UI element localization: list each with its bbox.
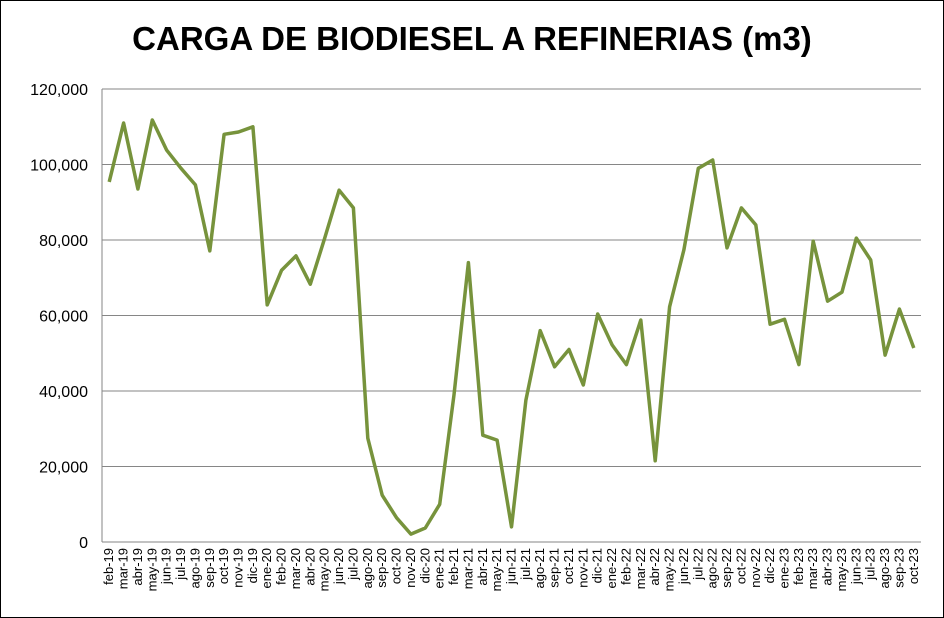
x-tick-label: oct-23 <box>906 548 921 584</box>
y-tick-label: 0 <box>79 535 88 552</box>
x-tick-label: oct-21 <box>561 548 576 584</box>
x-tick-label: ago-23 <box>877 548 892 588</box>
y-tick-label: 20,000 <box>39 460 88 477</box>
x-tick-label: dic-20 <box>417 548 432 583</box>
x-tick-label: jun-23 <box>848 548 863 585</box>
x-tick-label: oct-19 <box>216 548 231 584</box>
x-tick-label: sep-19 <box>202 548 217 588</box>
x-tick-label: mar-20 <box>288 548 303 589</box>
x-tick-label: abr-20 <box>302 548 317 586</box>
x-tick-label: may-21 <box>489 548 504 591</box>
x-tick-label: ene-22 <box>604 548 619 588</box>
x-tick-label: dic-19 <box>245 548 260 583</box>
x-tick-label: abr-19 <box>130 548 145 586</box>
x-tick-label: feb-20 <box>274 548 289 585</box>
x-tick-label: mar-22 <box>633 548 648 589</box>
x-tick-label: abr-22 <box>647 548 662 586</box>
x-tick-label: ago-22 <box>705 548 720 588</box>
x-tick-label: nov-22 <box>748 548 763 588</box>
y-tick-label: 100,000 <box>30 158 88 175</box>
x-tick-label: ago-21 <box>532 548 547 588</box>
x-tick-label: dic-21 <box>590 548 605 583</box>
x-tick-label: abr-23 <box>820 548 835 586</box>
x-tick-label: sep-21 <box>547 548 562 588</box>
x-tick-label: may-23 <box>834 548 849 591</box>
series-line <box>107 118 916 536</box>
x-tick-label: may-22 <box>662 548 677 591</box>
x-tick-label: jun-22 <box>676 548 691 585</box>
y-tick-label: 80,000 <box>39 233 88 250</box>
x-tick-label: ene-23 <box>777 548 792 588</box>
x-tick-label: jun-21 <box>504 548 519 585</box>
x-tick-label: jul-19 <box>173 548 188 581</box>
x-tick-label: may-19 <box>144 548 159 591</box>
x-tick-label: abr-21 <box>475 548 490 586</box>
x-tick-label: ago-20 <box>360 548 375 588</box>
chart-title: CARGA DE BIODIESEL A REFINERIAS (m3) <box>132 20 812 57</box>
x-tick-label: jun-20 <box>331 548 346 585</box>
x-tick-label: may-20 <box>317 548 332 591</box>
x-tick-label: ago-19 <box>187 548 202 588</box>
x-tick-label: nov-21 <box>575 548 590 588</box>
x-tick-label: feb-22 <box>618 548 633 585</box>
y-tick-label: 60,000 <box>39 309 88 326</box>
x-tick-label: feb-19 <box>101 548 116 585</box>
x-tick-label: dic-22 <box>762 548 777 583</box>
x-tick-label: mar-21 <box>460 548 475 589</box>
x-tick-label: nov-20 <box>403 548 418 588</box>
y-tick-label: 120,000 <box>30 82 88 99</box>
x-tick-label: jul-23 <box>863 548 878 581</box>
x-tick-label: mar-19 <box>116 548 131 589</box>
x-tick-label: nov-19 <box>231 548 246 588</box>
y-tick-label: 40,000 <box>39 384 88 401</box>
x-tick-label: jun-19 <box>159 548 174 585</box>
x-tick-label: jul-22 <box>690 548 705 581</box>
x-tick-label: feb-21 <box>446 548 461 585</box>
x-tick-label: oct-20 <box>389 548 404 584</box>
x-tick-label: sep-22 <box>719 548 734 588</box>
x-tick-label: mar-23 <box>805 548 820 589</box>
x-tick-label: jul-20 <box>345 548 360 581</box>
x-tick-label: jul-21 <box>518 548 533 581</box>
x-tick-label: ene-20 <box>259 548 274 588</box>
x-tick-label: feb-23 <box>791 548 806 585</box>
x-tick-label: sep-20 <box>374 548 389 588</box>
x-tick-label: ene-21 <box>432 548 447 588</box>
x-tick-label: sep-23 <box>891 548 906 588</box>
x-tick-label: oct-22 <box>733 548 748 584</box>
